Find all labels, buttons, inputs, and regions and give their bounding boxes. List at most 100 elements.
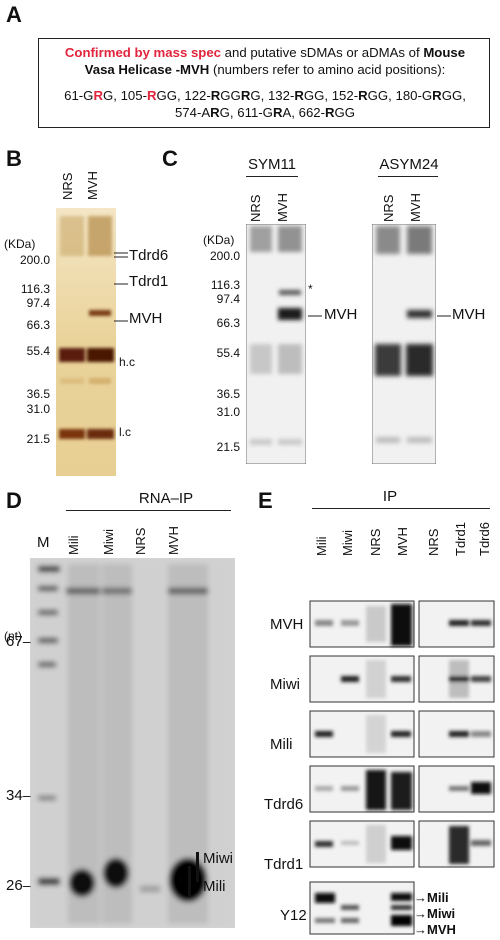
- lane-label: MVH: [395, 527, 410, 556]
- panel-a-line-2: Vasa Helicase -MVH (numbers refer to ami…: [39, 62, 491, 78]
- mw-marker-label: 31.0: [26, 402, 50, 416]
- band-mvh: MVH: [324, 306, 358, 323]
- size-marker-26: 26–: [6, 877, 31, 894]
- ip-title: IP: [382, 488, 398, 505]
- silver-stain-gel: [56, 208, 116, 476]
- lane-label: Tdrd1: [453, 522, 468, 556]
- site-prefix: 180-G: [395, 88, 433, 103]
- mw-marker-label: 21.5: [26, 432, 50, 446]
- band-mili: Mili: [203, 878, 226, 895]
- blot-title-sym11: SYM11: [247, 156, 297, 173]
- mw-marker-label: 200.0: [19, 253, 50, 267]
- size-label: 67: [6, 633, 23, 650]
- site-suffix: GG,: [441, 88, 466, 103]
- site-prefix: 152-: [331, 88, 359, 103]
- sym11-blot: [246, 224, 306, 464]
- row-label: Mili: [270, 736, 293, 753]
- rna-ip-title: RNA–IP: [138, 490, 194, 507]
- lane-label: Mili: [66, 535, 81, 556]
- lane-label: NRS: [368, 528, 383, 556]
- row-label: MVH: [270, 616, 304, 633]
- tdrd6-double-line: [114, 252, 128, 258]
- lane-label: MVH: [408, 193, 423, 222]
- mvh-line: [114, 320, 128, 322]
- site-suffix: A,: [282, 105, 299, 120]
- sym11-underline: [246, 176, 298, 177]
- panel-e-label: E: [258, 488, 273, 513]
- methyl-arginine: R: [272, 105, 283, 120]
- lane-label: NRS: [248, 194, 263, 222]
- lane-label: MVH: [275, 193, 290, 222]
- blot-title-asym24: ASYM24: [379, 156, 439, 173]
- band-mvh: MVH: [129, 310, 163, 327]
- panel-a-box: Confirmed by mass spec and putative sDMA…: [38, 38, 490, 128]
- methyl-arginine: R: [358, 88, 368, 103]
- methyl-arginine: R: [432, 88, 442, 103]
- size-label: 26: [6, 877, 23, 894]
- asym24-underline: [378, 176, 438, 177]
- methyl-arginine: R: [325, 105, 335, 120]
- site-prefix: 611-G: [237, 105, 273, 120]
- panel-a-line-1: Confirmed by mass spec and putative sDMA…: [39, 45, 491, 61]
- lane-label: NRS: [381, 194, 396, 222]
- band-miwi: Miwi: [203, 850, 233, 867]
- tdrd1-line: [114, 283, 128, 285]
- band-mvh: MVH: [452, 306, 486, 323]
- mw-marker-label: 21.5: [216, 440, 240, 454]
- lane-label: MVH: [85, 171, 100, 200]
- sites-line-2: 574-ARG, 611-GRA, 662-RGG: [39, 105, 491, 121]
- marker-lane-label: M: [37, 534, 50, 551]
- lane-label: Mili: [314, 536, 329, 557]
- mw-marker-label: 97.4: [216, 292, 240, 306]
- site-prefix: 122-: [184, 88, 211, 103]
- methyl-arginine: R: [146, 88, 157, 103]
- confirmed-text: Confirmed by mass spec: [64, 45, 222, 60]
- mw-marker-label: 31.0: [216, 405, 240, 419]
- ip-underline: [312, 508, 490, 509]
- mw-marker-label: 66.3: [26, 318, 50, 332]
- lane-label: Miwi: [101, 529, 116, 555]
- lane-label: NRS: [133, 527, 148, 555]
- mw-marker-label: 116.3: [210, 278, 240, 292]
- panel-c-label: C: [162, 146, 178, 171]
- row-label: Miwi: [270, 676, 300, 693]
- mw-marker-label: 55.4: [216, 346, 240, 360]
- line2-rest: (numbers refer to amino acid positions):: [209, 62, 446, 77]
- mvh-line: [308, 315, 322, 317]
- band-tdrd1: Tdrd1: [129, 273, 169, 290]
- line2-bold: Vasa Helicase -MVH: [84, 62, 210, 77]
- co-ip-blots: [309, 600, 495, 935]
- methyl-arginine: R: [210, 105, 220, 120]
- rna-ip-underline: [66, 510, 231, 511]
- line1-bold: Mouse: [423, 45, 466, 60]
- panel-b-label: B: [6, 146, 22, 171]
- asym24-blot: [372, 224, 436, 464]
- y12-band-miwi: →Miwi: [414, 906, 456, 921]
- band-light-chain: l.c: [119, 425, 131, 439]
- panel-d-label: D: [6, 488, 22, 513]
- site-prefix: 61-G: [64, 88, 94, 103]
- lane-label: Miwi: [340, 530, 355, 556]
- site-prefix: 574-A: [174, 105, 211, 120]
- site-prefix: 662-: [298, 105, 326, 120]
- band-heavy-chain: h.c: [119, 355, 136, 369]
- nt-unit: (nt): [4, 629, 22, 643]
- line1-rest: and putative sDMAs or aDMAs of: [221, 45, 424, 60]
- mw-marker-label: 116.3: [20, 282, 50, 296]
- site-suffix: GG: [334, 105, 356, 120]
- site-suffix: G,: [102, 88, 121, 103]
- y12-band-label: Mili: [427, 890, 449, 905]
- y12-band-mvh: →MVH: [414, 922, 456, 937]
- y12-band-label: Miwi: [427, 906, 456, 921]
- methyl-arginine: R: [294, 88, 304, 103]
- site-suffix: G,: [219, 105, 238, 120]
- mvh-line: [437, 315, 451, 317]
- y12-band-label: MVH: [427, 922, 456, 937]
- size-label: 34: [6, 787, 23, 804]
- mili-bracket: [188, 866, 191, 896]
- mw-marker-label: 36.5: [216, 387, 240, 401]
- panel-a-label: A: [6, 2, 22, 27]
- site-suffix: GG,: [367, 88, 396, 103]
- site-suffix: GG,: [303, 88, 332, 103]
- methyl-arginine: R: [240, 88, 251, 103]
